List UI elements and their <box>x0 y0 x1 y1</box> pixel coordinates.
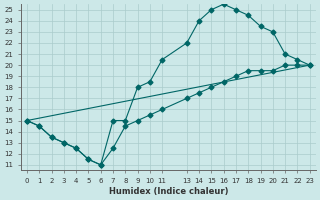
X-axis label: Humidex (Indice chaleur): Humidex (Indice chaleur) <box>108 187 228 196</box>
